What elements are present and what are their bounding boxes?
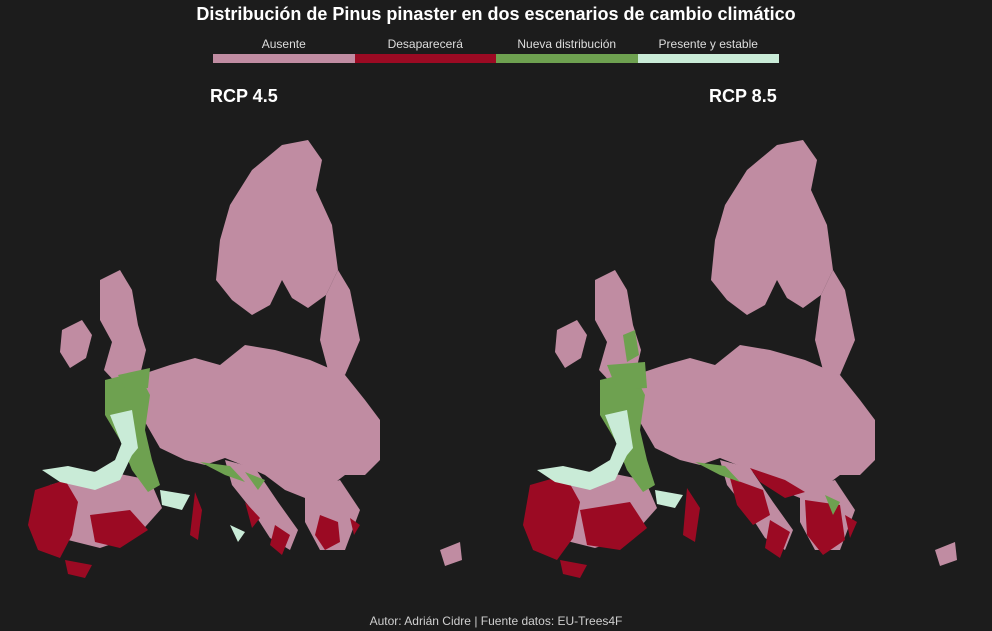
legend-item-ausente: Ausente xyxy=(213,37,355,67)
panel-label-rcp85: RCP 8.5 xyxy=(709,86,777,106)
region-present xyxy=(42,410,245,542)
panel-label-rcp45: RCP 4.5 xyxy=(210,86,278,106)
legend-label: Desaparecerá xyxy=(387,37,463,51)
caption: Autor: Adrián Cidre | Fuente datos: EU-T… xyxy=(369,614,623,628)
legend-label: Nueva distribución xyxy=(517,37,617,51)
europe-map-rcp45 xyxy=(28,140,462,578)
legend-swatch xyxy=(213,54,355,63)
legend: Ausente Desaparecerá Nueva distribución … xyxy=(213,37,779,67)
europe-map-rcp85 xyxy=(523,140,957,578)
legend-item-nueva: Nueva distribución xyxy=(496,37,638,67)
map-title: Distribución de Pinus pinaster en dos es… xyxy=(196,4,796,24)
legend-label: Presente y estable xyxy=(658,37,758,51)
region-absent xyxy=(40,140,462,566)
legend-swatch xyxy=(637,54,779,63)
legend-item-presente: Presente y estable xyxy=(637,37,779,67)
legend-swatch xyxy=(496,54,638,63)
legend-label: Ausente xyxy=(261,37,306,51)
region-disappear xyxy=(523,468,857,578)
legend-item-desaparecera: Desaparecerá xyxy=(354,37,496,67)
region-disappear xyxy=(28,480,360,578)
region-present xyxy=(537,410,683,508)
legend-swatch xyxy=(354,54,496,63)
